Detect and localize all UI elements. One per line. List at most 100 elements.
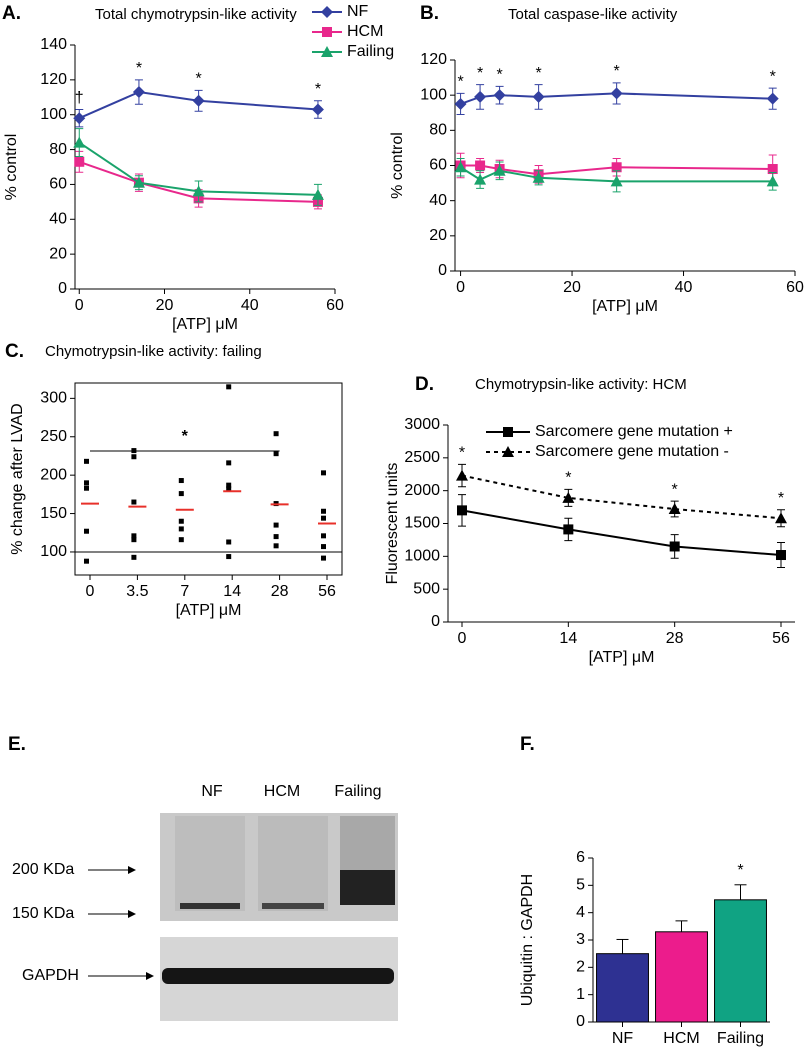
chart-title: Total caspase-like activity: [508, 6, 678, 23]
legend-label: Failing: [347, 43, 394, 60]
y-tick-label: 4: [576, 904, 585, 921]
point: [131, 499, 137, 505]
western-blot: E. NF HCM Failing 200 KDa 150 KDa GAPDH: [8, 734, 398, 1021]
y-tick-label: 0: [438, 262, 447, 279]
y-axis-label: Ubiquitin : GAPDH: [519, 874, 536, 1007]
point: [84, 485, 89, 491]
legend-label: NF: [347, 3, 369, 20]
marker: [766, 92, 779, 105]
x-tick-label: 28: [271, 583, 289, 600]
series-line: [461, 509, 782, 557]
band: [340, 870, 395, 905]
point-label: *: [136, 60, 142, 77]
point-label: *: [770, 68, 776, 85]
y-tick-label: 2000: [404, 482, 440, 499]
point: [178, 478, 184, 484]
marker: [611, 162, 622, 173]
panel-label: B.: [420, 3, 439, 24]
marker: [454, 97, 467, 110]
x-tick-label: 28: [666, 630, 684, 647]
point: [273, 522, 279, 528]
point: [321, 470, 326, 476]
x-tick-label: 20: [156, 297, 174, 314]
y-tick-label: 100: [40, 106, 67, 123]
series-line: [78, 141, 318, 196]
point: [84, 458, 89, 464]
legend-label: Sarcomere gene mutation -: [535, 443, 729, 460]
x-axis-label: [ATP] μM: [592, 298, 658, 315]
point: [226, 482, 232, 488]
panel-label: D.: [415, 374, 434, 395]
point-label: *: [459, 445, 465, 462]
chart-title: Chymotrypsin-like activity: failing: [45, 343, 262, 360]
marker: [311, 103, 324, 116]
point-label: *: [195, 71, 201, 88]
y-tick-label: 250: [40, 428, 67, 445]
x-tick-label: 0: [458, 630, 467, 647]
x-tick-label: 56: [772, 630, 790, 647]
point: [84, 480, 89, 486]
point-label: *: [614, 63, 620, 80]
marker: [192, 94, 205, 107]
y-tick-label: 500: [413, 580, 440, 597]
point: [321, 515, 326, 521]
x-axis-label: [ATP] μM: [176, 602, 242, 619]
point: [84, 558, 89, 564]
point: [178, 491, 184, 497]
y-tick-label: 1500: [404, 515, 440, 532]
y-tick-label: 6: [576, 849, 585, 866]
series-line: [460, 166, 773, 183]
x-tick-label: NF: [612, 1030, 634, 1047]
panel-label: C.: [5, 341, 24, 362]
band: [262, 903, 324, 909]
x-tick-label: Failing: [717, 1030, 764, 1047]
marker: [311, 188, 324, 200]
x-axis-label: [ATP] μM: [172, 316, 238, 333]
marker: [322, 27, 332, 37]
marker: [563, 524, 574, 535]
point: [321, 555, 326, 561]
y-tick-label: 0: [58, 280, 67, 297]
point: [131, 554, 137, 560]
y-tick-label: 1: [576, 986, 585, 1003]
arrowhead: [128, 866, 136, 874]
smear: [258, 816, 328, 911]
x-tick-label: 0: [456, 279, 465, 296]
bar: [655, 931, 708, 1023]
point: [178, 526, 184, 532]
y-axis-label: % change after LVAD: [9, 403, 26, 555]
point: [131, 533, 137, 539]
y-tick-label: 20: [49, 245, 67, 262]
marker: [669, 541, 680, 552]
y-tick-label: 100: [420, 86, 447, 103]
point: [273, 543, 279, 549]
point: [321, 508, 326, 514]
y-tick-label: 80: [49, 141, 67, 158]
arrowhead: [128, 910, 136, 918]
marker: [132, 86, 145, 99]
marker: [766, 175, 779, 187]
marker: [73, 112, 86, 125]
x-tick-label: 60: [786, 279, 804, 296]
bar: [714, 899, 767, 1023]
point-label: *: [496, 67, 502, 84]
marker: [74, 156, 85, 167]
y-tick-label: 60: [429, 157, 447, 174]
marker-label: 200 KDa: [12, 861, 74, 878]
point: [226, 486, 232, 492]
band: [180, 903, 240, 909]
point: [178, 537, 184, 543]
y-tick-label: 80: [429, 122, 447, 139]
y-tick-label: 60: [49, 176, 67, 193]
marker: [532, 90, 545, 103]
bar: [596, 953, 649, 1023]
y-tick-label: 40: [429, 192, 447, 209]
series-line: [78, 160, 318, 203]
marker: [767, 164, 778, 175]
series-line: [78, 91, 319, 120]
marker: [610, 175, 623, 187]
marker: [532, 171, 545, 183]
gapdh-band: [162, 968, 394, 984]
legend-label: HCM: [347, 23, 383, 40]
